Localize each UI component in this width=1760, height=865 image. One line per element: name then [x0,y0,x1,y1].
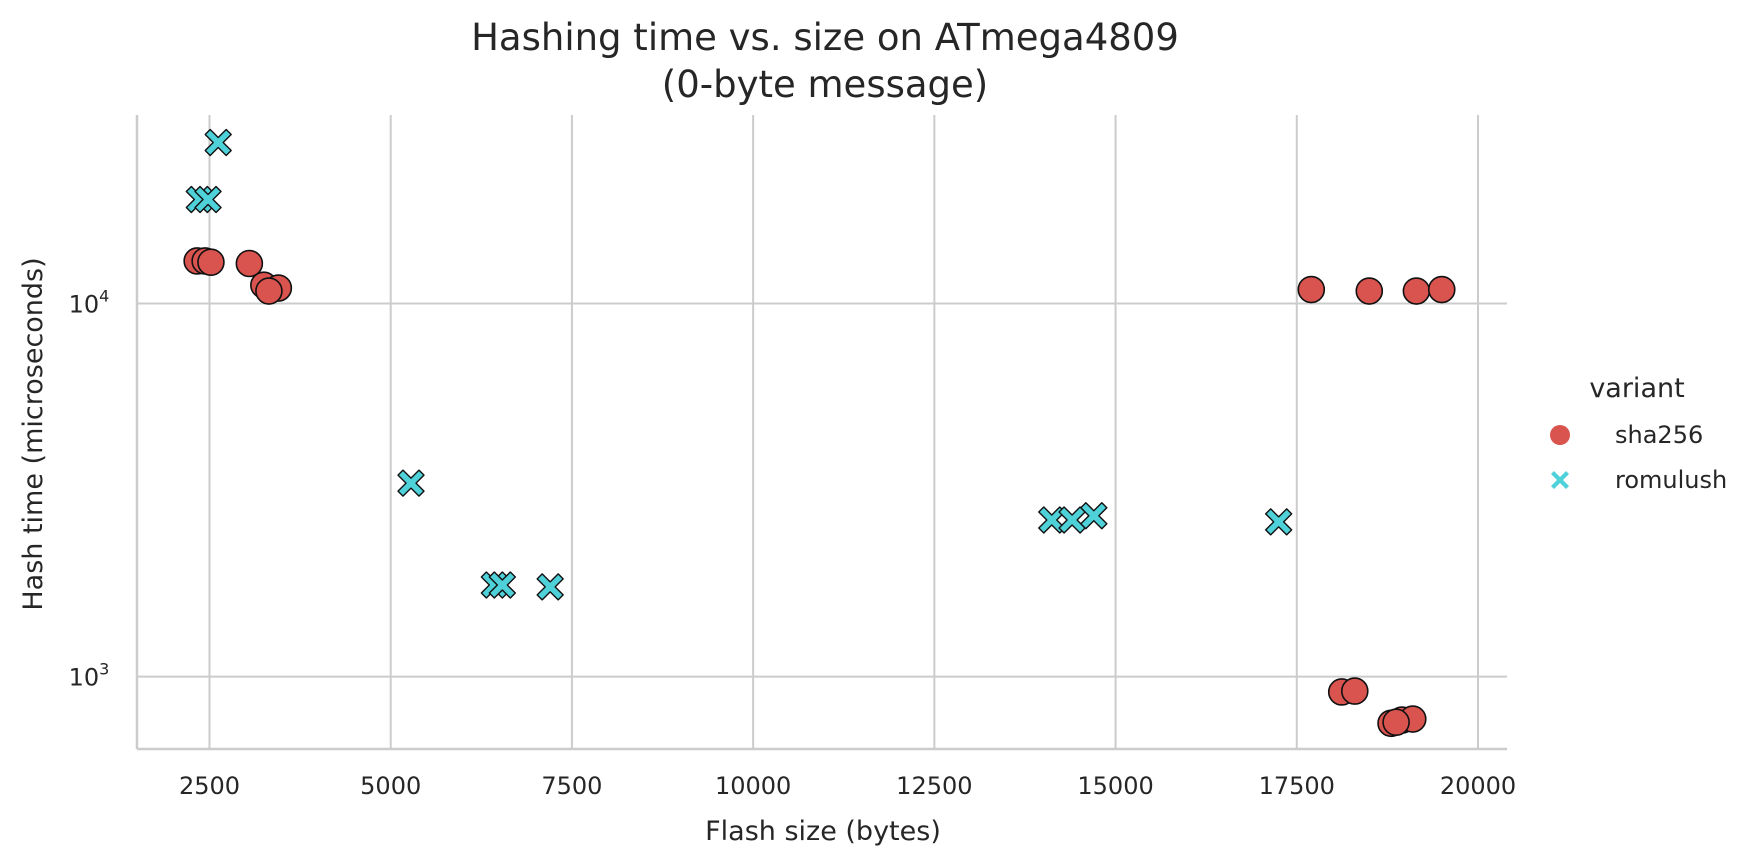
point-romulush [1080,502,1108,530]
x-tick-label: 10000 [715,772,791,800]
y-tick-labels: 103 104 [69,287,110,692]
x-axis-label: Flash size (bytes) [705,816,941,847]
x-tick-label: 20000 [1440,772,1516,800]
point-romulush [1264,508,1293,536]
point-sha256 [1402,277,1431,305]
chart-subtitle: (0-byte message) [662,63,988,106]
legend: variant sha256 romulush [1550,373,1727,494]
x-tick-label: 17500 [1259,772,1335,800]
x-tick-label: 7500 [541,772,602,800]
legend-label-sha256: sha256 [1615,421,1703,449]
point-romulush [204,128,232,157]
point-romulush [488,571,517,599]
point-sha256 [197,248,225,277]
y-tick-label: 104 [69,287,110,319]
legend-marker-romulush [1551,471,1569,489]
x-tick-label: 5000 [360,772,421,800]
point-sha256 [235,249,264,278]
x-tick-label: 12500 [896,772,972,800]
point-sha256 [1382,708,1410,737]
axes-spines [135,115,1507,751]
data-points [183,128,1456,738]
chart-title: Hashing time vs. size on ATmega4809 [471,16,1179,59]
point-sha256 [1355,277,1384,305]
legend-title: variant [1589,373,1684,404]
point-sha256 [1340,677,1369,705]
grid [137,115,1507,749]
x-tick-label: 15000 [1077,772,1153,800]
point-romulush [194,185,222,214]
y-tick-label: 103 [69,660,110,692]
point-sha256 [255,277,283,305]
y-axis-label: Hash time (microseconds) [18,257,49,610]
point-sha256 [1297,275,1326,304]
point-romulush [1058,506,1086,534]
point-sha256 [1427,275,1456,304]
x-tick-labels: 2500 5000 7500 10000 12500 15000 17500 20000 [179,772,1516,800]
point-romulush [536,573,564,601]
legend-marker-sha256 [1550,425,1570,445]
legend-label-romulush: romulush [1615,466,1727,494]
point-romulush [397,469,425,497]
x-tick-label: 2500 [179,772,240,800]
